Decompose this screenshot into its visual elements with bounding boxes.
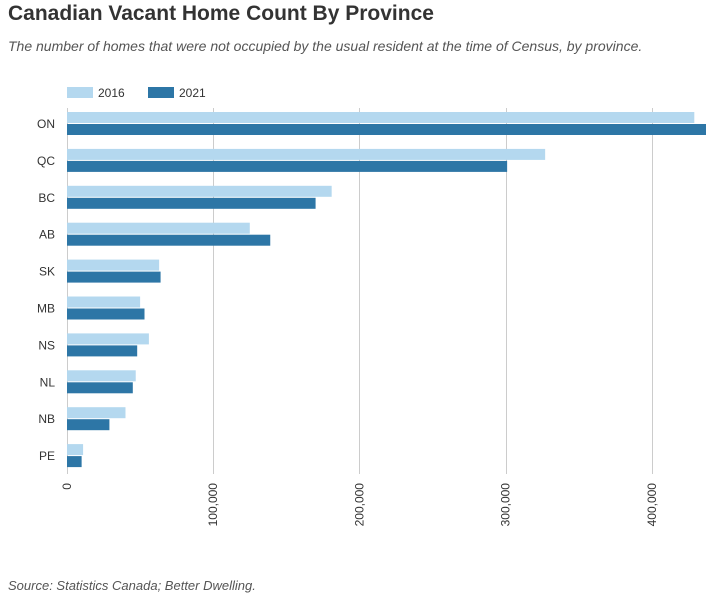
- x-tick-label: 200,000: [352, 483, 366, 527]
- bar-pe-2021: [67, 456, 82, 468]
- y-tick-label: NL: [40, 375, 56, 389]
- x-tick-label: 300,000: [499, 483, 513, 527]
- bar-qc-2021: [67, 160, 508, 172]
- bar-nb-2016: [67, 407, 126, 419]
- legend-swatch-2021: [148, 87, 174, 98]
- bar-ab-2016: [67, 222, 250, 234]
- bar-nb-2021: [67, 419, 110, 431]
- bar-ab-2021: [67, 234, 271, 246]
- chart-subtitle: The number of homes that were not occupi…: [8, 38, 643, 54]
- y-tick-label: NS: [38, 338, 55, 352]
- y-tick-label: PE: [39, 449, 55, 463]
- bar-sk-2021: [67, 271, 161, 283]
- x-tick-label: 0: [60, 483, 74, 490]
- bar-nl-2016: [67, 370, 136, 382]
- bars: [67, 112, 706, 468]
- x-tick-label: 400,000: [645, 483, 659, 527]
- y-tick-label: BC: [38, 191, 55, 205]
- y-tick-label: AB: [39, 228, 55, 242]
- bar-bc-2016: [67, 185, 332, 197]
- legend-swatch-2016: [67, 87, 93, 98]
- bar-qc-2016: [67, 148, 546, 160]
- bar-ns-2021: [67, 345, 138, 357]
- bar-on-2016: [67, 112, 695, 123]
- y-tick-label: QC: [37, 154, 55, 168]
- legend: 2016 2021: [67, 86, 206, 100]
- chart-title: Canadian Vacant Home Count By Province: [8, 2, 434, 25]
- y-tick-label: SK: [39, 265, 55, 279]
- x-tick-label: 100,000: [206, 483, 220, 527]
- source-note: Source: Statistics Canada; Better Dwelli…: [8, 578, 256, 593]
- bar-bc-2021: [67, 197, 316, 209]
- bar-sk-2016: [67, 259, 160, 271]
- bar-mb-2021: [67, 308, 145, 320]
- y-tick-label: MB: [37, 302, 55, 316]
- bar-pe-2016: [67, 444, 84, 456]
- legend-label-2021: 2021: [179, 86, 206, 100]
- y-tick-label: NB: [38, 412, 55, 426]
- bar-mb-2016: [67, 296, 141, 308]
- legend-label-2016: 2016: [98, 86, 125, 100]
- bar-on-2021: [67, 124, 706, 135]
- bar-ns-2016: [67, 333, 149, 345]
- bar-nl-2021: [67, 382, 133, 394]
- x-axis-labels: 0 100,000 200,000 300,000 400,000: [60, 483, 659, 527]
- y-tick-label: ON: [37, 117, 55, 131]
- y-axis-labels: ON QC BC AB SK MB NS NL NB PE: [37, 117, 55, 463]
